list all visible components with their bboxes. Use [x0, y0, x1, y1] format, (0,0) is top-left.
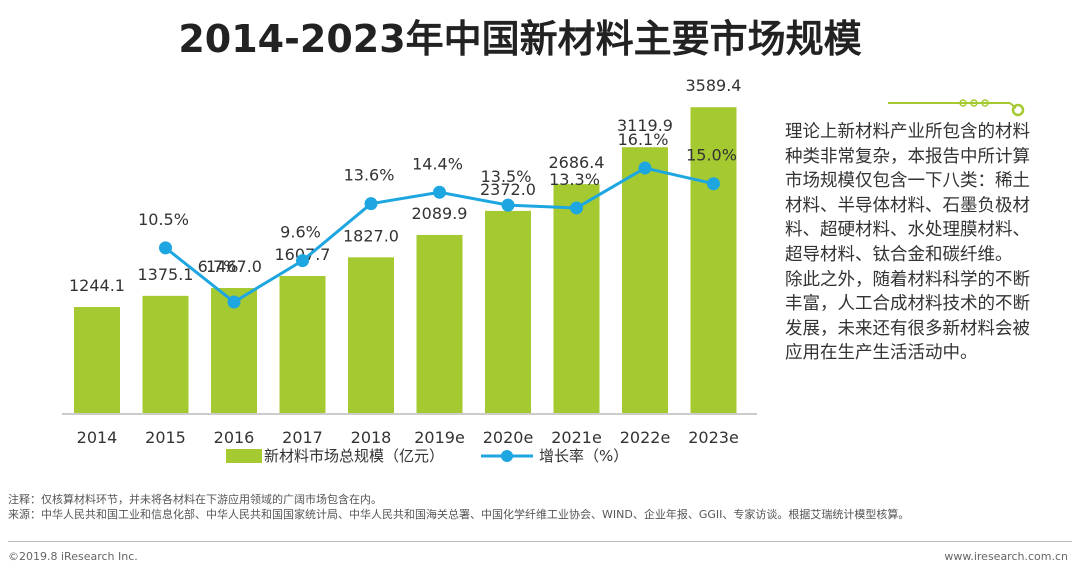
- growth-label-2016: 6.7%: [198, 257, 239, 276]
- bar-2021e: [553, 184, 600, 413]
- growth-point-2021e: [570, 201, 583, 215]
- bar-2016: [211, 288, 257, 413]
- notes: 注释：仅核算材料环节，并未将各材料在下游应用领域的广阔市场包含在内。 来源：中华…: [8, 492, 1070, 522]
- bar-label-2023e: 3589.4: [686, 76, 742, 95]
- footer-divider: [8, 541, 1072, 542]
- bar-label-2016: 1467.0: [206, 257, 262, 276]
- x-tick-label-2014: 2014: [77, 428, 118, 447]
- source-text: 来源：中华人民共和国工业和信息化部、中华人民共和国国家统计局、中华人民共和国海关…: [8, 508, 910, 521]
- bar-2017: [279, 276, 326, 413]
- chart: 1244.11375.11467.01607.71827.02089.92372…: [62, 76, 757, 465]
- bar-2022e: [622, 147, 668, 413]
- x-tick-label-2018: 2018: [351, 428, 392, 447]
- legend-bar-swatch: [226, 449, 262, 463]
- growth-point-2015: [159, 241, 172, 255]
- x-tick-label-2015: 2015: [145, 428, 186, 447]
- page-title: 2014-2023年中国新材料主要市场规模: [178, 17, 862, 61]
- bar-2019e: [416, 234, 463, 413]
- bar-label-2018: 1827.0: [343, 226, 399, 245]
- growth-point-2019e: [433, 185, 446, 199]
- growth-point-2018: [364, 197, 378, 211]
- x-tick-label-2019e: 2019e: [414, 428, 465, 447]
- side-paragraph-2: 除此之外，随着材料科学的不断丰富，人工合成材料技术的不断发展，未来还有很多新材料…: [785, 269, 1030, 364]
- growth-label-2017: 9.6%: [280, 223, 321, 242]
- growth-label-2015: 10.5%: [138, 210, 189, 229]
- bar-label-2019e: 2089.9: [412, 204, 468, 223]
- growth-point-2022e: [638, 161, 652, 175]
- legend-line-label: 增长率（%）: [539, 447, 628, 465]
- side-description: 理论上新材料产业所包含的材料种类非常复杂，本报告中所计算市场规模仅包含一下八类：…: [785, 120, 1030, 366]
- growth-point-2017: [296, 254, 309, 268]
- bar-label-2015: 1375.1: [138, 265, 194, 284]
- bar-label-2022e: 3119.9: [617, 116, 673, 135]
- bar-2014: [74, 307, 120, 413]
- x-tick-label-2022e: 2022e: [620, 428, 671, 447]
- growth-label-2021e: 13.3%: [549, 170, 600, 189]
- bar-label-2021e: 2686.4: [549, 153, 605, 172]
- growth-label-2019e: 14.4%: [412, 154, 463, 173]
- decorative-dots-icon: [888, 99, 1025, 117]
- growth-point-2020e: [501, 198, 515, 212]
- legend-bar-label: 新材料市场总规模（亿元）: [264, 447, 444, 465]
- legend-line-marker: [501, 450, 513, 462]
- growth-point-2023e: [707, 177, 720, 191]
- x-tick-label-2017: 2017: [282, 428, 323, 447]
- growth-label-2020e: 13.5%: [481, 167, 532, 186]
- growth-label-2018: 13.6%: [344, 166, 395, 185]
- website: www.iresearch.com.cn: [944, 550, 1068, 563]
- growth-label-2023e: 15.0%: [686, 146, 737, 165]
- bar-label-2020e: 2372.0: [480, 180, 536, 199]
- x-tick-label-2016: 2016: [214, 428, 255, 447]
- bar-2018: [348, 257, 394, 413]
- growth-point-2016: [227, 295, 241, 309]
- note-text: 注释：仅核算材料环节，并未将各材料在下游应用领域的广阔市场包含在内。: [8, 493, 382, 506]
- bar-2020e: [485, 210, 531, 413]
- bar-label-2014: 1244.1: [69, 276, 125, 295]
- x-tick-label-2020e: 2020e: [483, 428, 534, 447]
- x-tick-label-2023e: 2023e: [688, 428, 739, 447]
- side-paragraph-1: 理论上新材料产业所包含的材料种类非常复杂，本报告中所计算市场规模仅包含一下八类：…: [785, 122, 1030, 265]
- bar-2015: [142, 295, 189, 413]
- growth-label-2022e: 16.1%: [618, 130, 669, 149]
- copyright: ©2019.8 iResearch Inc.: [8, 550, 138, 563]
- bar-2023e: [690, 107, 737, 413]
- x-tick-label-2021e: 2021e: [551, 428, 602, 447]
